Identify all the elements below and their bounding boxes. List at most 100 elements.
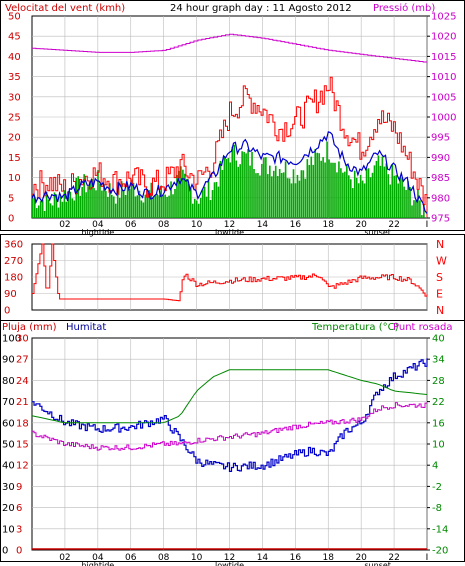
wind-bar-mark [221, 169, 224, 218]
wind-bar-mark [217, 186, 220, 218]
wind-bar-mark [419, 200, 421, 218]
temperature-axis-label: Temperatura (°C) [311, 322, 399, 333]
rain-y-tick-label: 30 [16, 334, 29, 345]
wind-bar-mark [269, 165, 271, 218]
humidity-label: Humitat [66, 322, 106, 333]
pressure-axis-label: Pressió (mb) [373, 2, 435, 14]
rain-y-tick-label: 15 [16, 440, 29, 451]
wind-bar-mark [87, 186, 89, 218]
wind-bar-mark [49, 203, 52, 218]
wind-bar-mark [387, 174, 390, 218]
wind-bar-mark [154, 195, 157, 218]
rain-y-tick-label: 0 [16, 546, 22, 557]
rain-y-tick-label: 18 [16, 418, 29, 429]
wind-bar-mark [57, 207, 60, 218]
wind-bar-mark [229, 162, 232, 218]
wind-bar-mark [122, 190, 125, 218]
x-tick-label: 14 [257, 553, 269, 563]
temperature-y-tick-label: -2 [432, 482, 442, 493]
wind-bar-mark [188, 183, 190, 218]
direction-compass-label: E [436, 288, 443, 301]
wind-bar-mark [73, 200, 76, 218]
x-tick-label: 20 [355, 553, 367, 563]
wind-bar-mark [316, 152, 318, 218]
wind-bar-mark [415, 200, 417, 218]
wind-bar-mark [334, 162, 336, 218]
wind-y-tick-label: 35 [8, 72, 21, 83]
wind-y-tick-label: 25 [8, 113, 21, 124]
wind-bar-mark [105, 191, 107, 218]
x-tick-label: I [426, 220, 429, 230]
temperature-y-tick-label: 16 [432, 418, 445, 429]
wind-bar-mark [280, 172, 283, 218]
wind-bar-mark [361, 180, 364, 218]
humidity-y-tick-label: 70 [2, 397, 15, 408]
x-tick-label: 16 [290, 220, 302, 230]
direction-y-tick-label: 0 [4, 306, 10, 317]
wind-bar-mark [191, 203, 194, 218]
wind-bar-mark [407, 181, 409, 218]
wind-bar-mark [391, 164, 394, 218]
direction-compass-label: W [436, 255, 447, 268]
wind-bar-mark [112, 196, 115, 218]
x-tick-label: 22 [388, 553, 399, 563]
wind-bar-mark [282, 172, 285, 218]
wind-bar-mark [180, 166, 182, 218]
wind-bar-mark [353, 170, 356, 218]
x-tick-label: I [426, 553, 429, 563]
pressure-series-line [32, 33, 428, 63]
wind-bar-mark [409, 187, 411, 218]
wind-bar-mark [300, 170, 303, 218]
wind-bar-mark [184, 173, 186, 218]
pressure-y-tick-label: 1015 [431, 52, 456, 63]
event-label-sunset: sunset [364, 228, 391, 237]
wind-bar-mark [37, 205, 40, 218]
wind-bar-mark [338, 161, 340, 218]
wind-bar-mark [413, 200, 415, 218]
wind-bar-mark [223, 155, 226, 218]
wind-bar-mark [95, 190, 97, 218]
x-tick-label: 02 [59, 553, 70, 563]
wind-bar-mark [365, 168, 368, 218]
pressure-y-tick-label: 975 [431, 214, 450, 225]
direction-compass-label: S [436, 271, 443, 284]
wind-bar-mark [270, 176, 273, 218]
wind-bar-mark [39, 201, 42, 218]
wind-bar-mark [111, 194, 113, 218]
wind-bar-mark [314, 149, 317, 218]
event-label-hightide: hightide [81, 561, 114, 566]
pressure-y-tick-label: 1020 [431, 32, 456, 43]
wind-y-tick-label: 20 [8, 133, 21, 144]
wind-direction-series-line [32, 243, 428, 302]
wind-bar-mark [286, 178, 289, 218]
wind-bar-mark [399, 176, 401, 218]
wind-bar-mark [47, 199, 50, 218]
wind-bar-mark [213, 182, 216, 218]
wind-bar-mark [61, 201, 64, 218]
wind-bar-mark [219, 160, 222, 218]
x-tick-label: 06 [125, 553, 137, 563]
wind-bar-mark [107, 196, 109, 218]
temperature-y-tick-label: -20 [432, 546, 448, 557]
wind-bar-mark [403, 186, 405, 218]
rain-y-tick-label: 6 [16, 503, 22, 514]
wind-bar-mark [253, 168, 255, 218]
wind-bar-mark [67, 191, 70, 218]
wind-bar-mark [373, 165, 376, 218]
x-tick-label: 12 [224, 220, 235, 230]
temperature-y-tick-label: 4 [432, 461, 438, 472]
wind-bar-mark [209, 200, 212, 218]
wind-bar-mark [351, 188, 354, 218]
wind-bar-mark [296, 174, 299, 218]
wind-y-tick-label: 30 [8, 92, 21, 103]
wind-bar-mark [138, 190, 141, 218]
direction-compass-label: N [436, 304, 444, 317]
wind-bar-mark [265, 157, 267, 218]
humidity-y-tick-label: 50 [2, 440, 15, 451]
wind-bar-mark [186, 178, 188, 218]
wind-bar-mark [385, 163, 388, 218]
wind-bar-mark [312, 164, 315, 218]
wind-bar-mark [168, 195, 170, 218]
wind-y-tick-label: 50 [8, 12, 21, 23]
